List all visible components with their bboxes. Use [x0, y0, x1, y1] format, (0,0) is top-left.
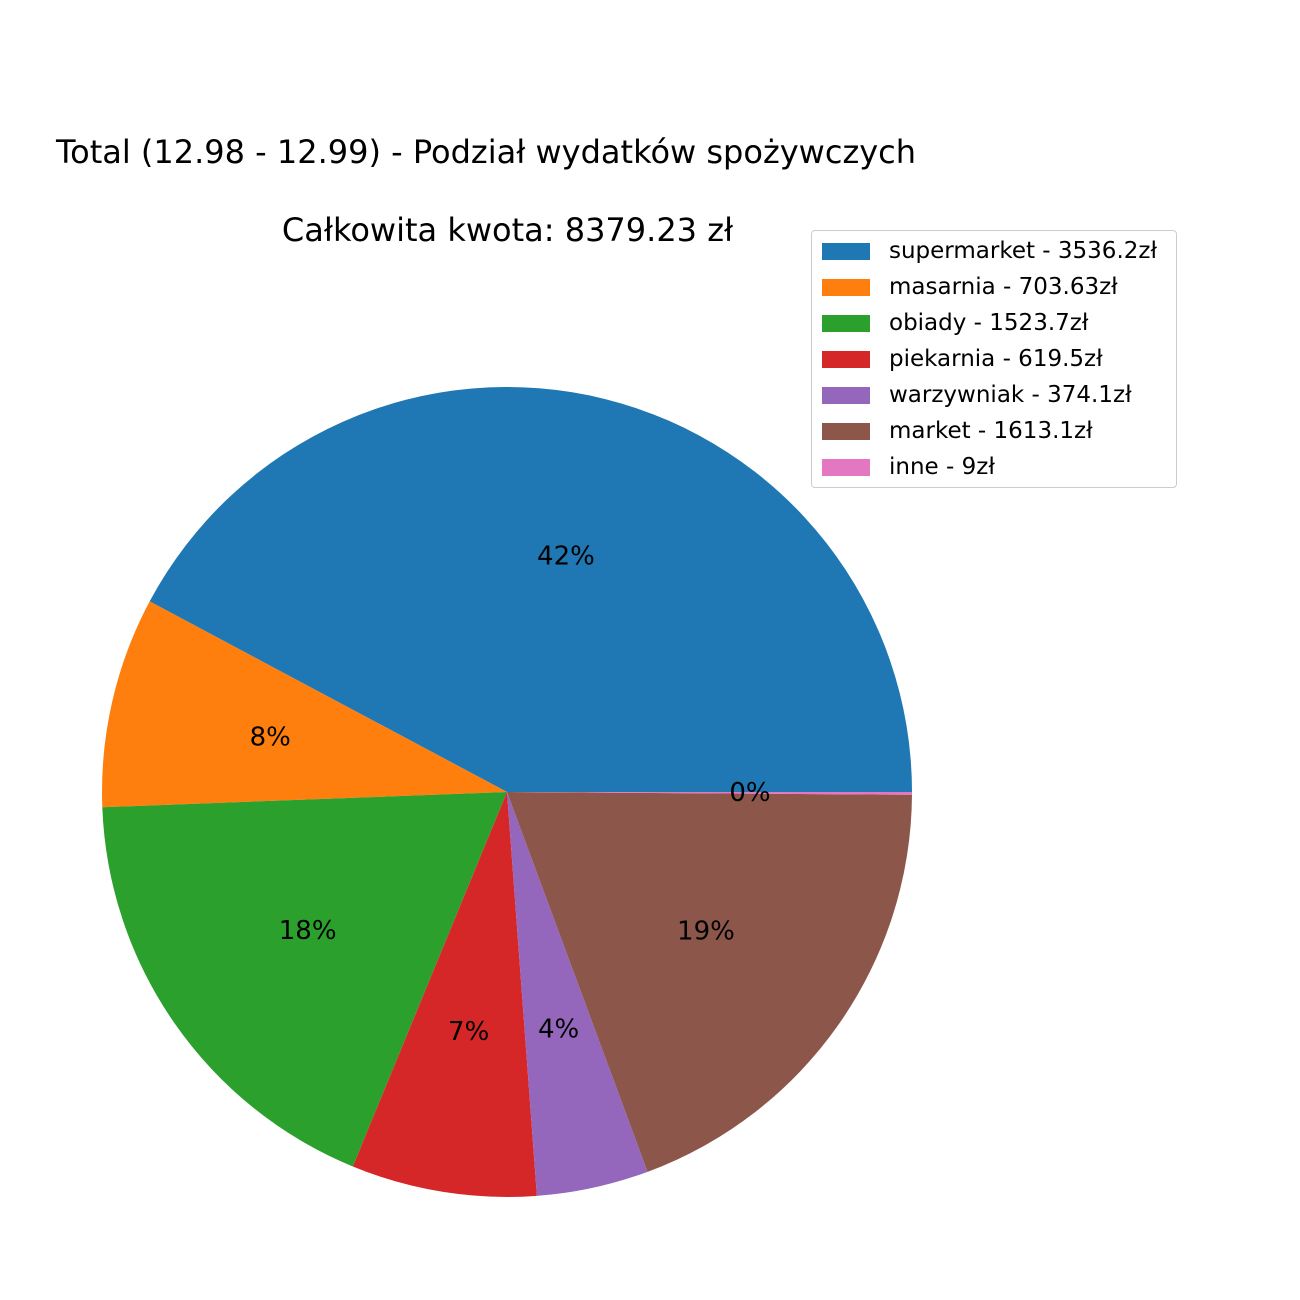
pie-slice-inne: [507, 792, 912, 795]
pie-slice-supermarket: [149, 386, 912, 792]
legend-swatch: [822, 242, 870, 260]
legend-swatch: [822, 314, 870, 332]
pct-label-market: 19%: [677, 917, 735, 947]
legend-swatch: [822, 422, 870, 440]
legend-swatch: [822, 386, 870, 404]
pie-slice-piekarnia: [352, 792, 537, 1197]
legend-item-masarnia: masarnia - 703.63zł: [822, 269, 1118, 305]
pct-label-obiady: 18%: [279, 916, 337, 946]
legend-label: warzywniak - 374.1zł: [889, 382, 1132, 408]
legend-swatch: [822, 278, 870, 296]
pie-slices: [102, 386, 912, 1197]
pct-label-piekarnia: 7%: [448, 1017, 489, 1047]
legend-swatch: [822, 350, 870, 368]
legend-label: inne - 9zł: [889, 454, 995, 480]
pct-label-masarnia: 8%: [250, 723, 291, 753]
legend-label: obiady - 1523.7zł: [889, 310, 1089, 336]
pie-slice-masarnia: [102, 601, 507, 808]
legend-label: masarnia - 703.63zł: [889, 274, 1118, 300]
legend-label: piekarnia - 619.5zł: [889, 346, 1103, 372]
legend-item-market: market - 1613.1zł: [822, 413, 1093, 449]
legend-swatch: [822, 458, 870, 476]
chart-subtitle: Całkowita kwota: 8379.23 zł: [281, 211, 734, 249]
pie-labels: 42% 8% 18% 7% 4% 19% 0%: [250, 541, 771, 1047]
legend-item-inne: inne - 9zł: [822, 449, 995, 485]
pie-slice-warzywniak: [507, 792, 648, 1196]
pct-label-supermarket: 42%: [537, 541, 595, 571]
chart-title: Total (12.98 - 12.99) - Podział wydatków…: [56, 133, 917, 171]
legend-item-obiady: obiady - 1523.7zł: [822, 305, 1088, 341]
legend-label: supermarket - 3536.2zł: [889, 238, 1157, 264]
pct-label-inne: 0%: [729, 778, 770, 808]
pct-label-warzywniak: 4%: [538, 1014, 579, 1044]
legend-label: market - 1613.1zł: [889, 418, 1093, 444]
legend-item-piekarnia: piekarnia - 619.5zł: [822, 341, 1103, 377]
legend-item-supermarket: supermarket - 3536.2zł: [822, 233, 1157, 269]
pie-slice-market: [507, 792, 912, 1172]
legend-item-warzywniak: warzywniak - 374.1zł: [822, 377, 1132, 413]
legend: supermarket - 3536.2zł masarnia - 703.63z…: [811, 230, 1177, 488]
pie-slice-obiady: [102, 792, 507, 1167]
